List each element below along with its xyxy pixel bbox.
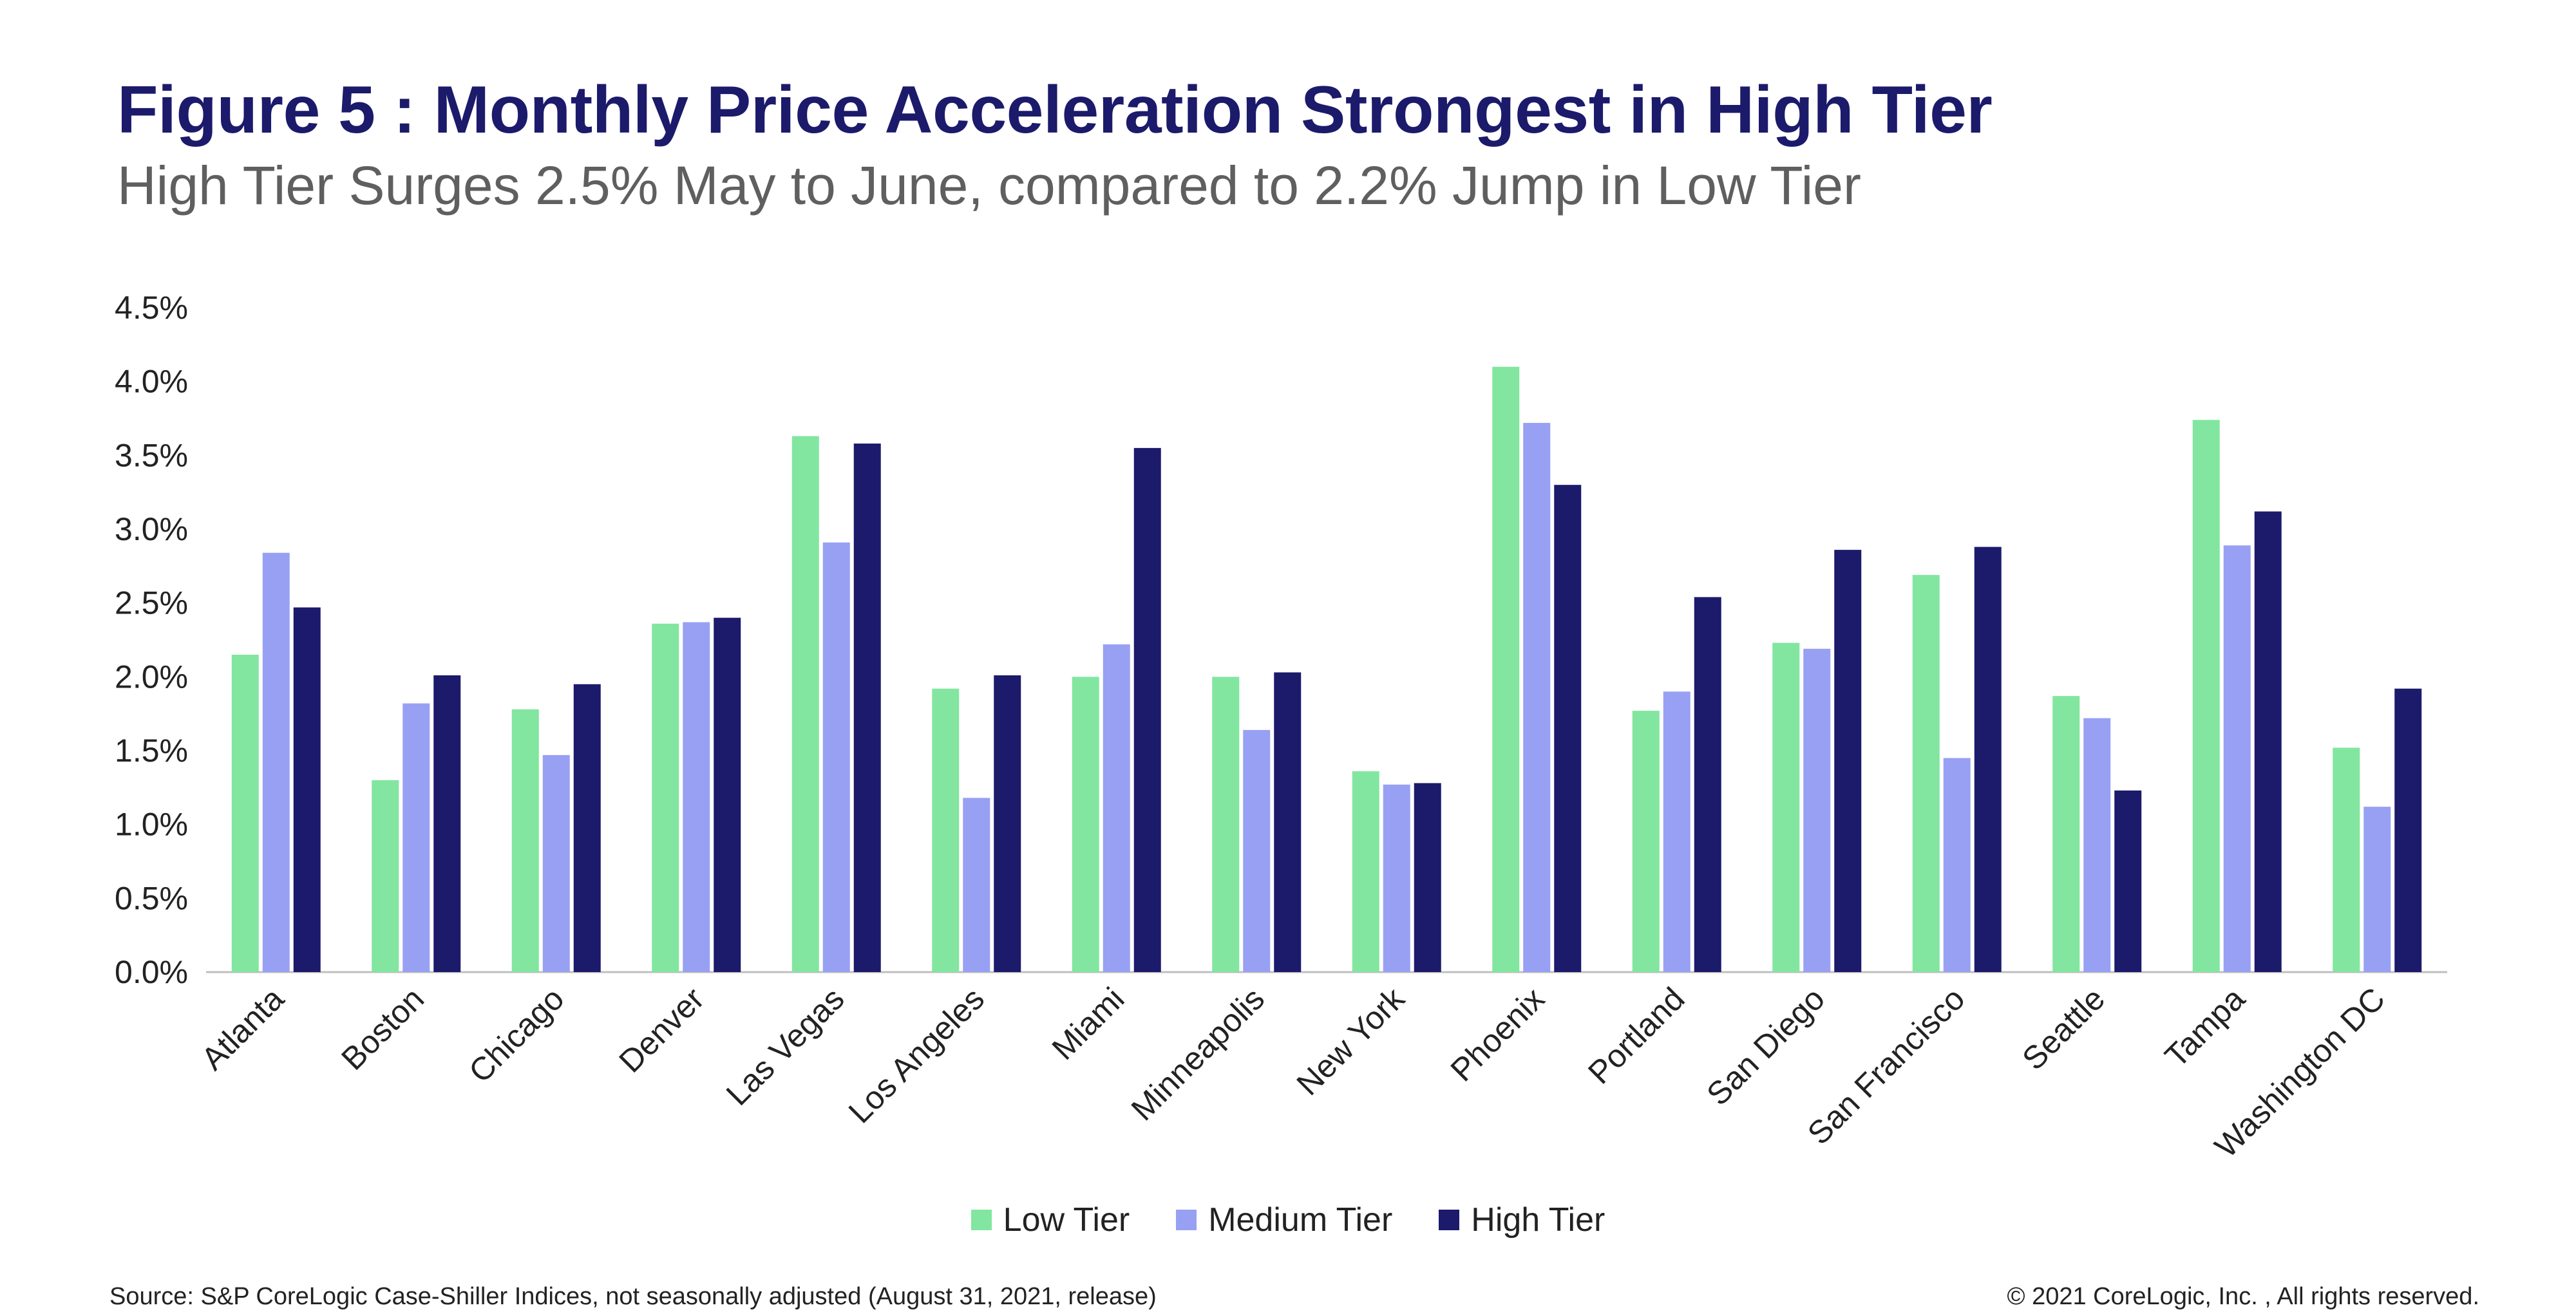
y-tick-label: 2.0% (115, 659, 188, 695)
bar-low-tier-seattle (2052, 696, 2080, 972)
x-tick-label: Chicago (462, 980, 571, 1089)
bar-medium-tier-boston (402, 703, 430, 972)
bar-low-tier-san-francisco (1912, 575, 1940, 972)
x-tick-label: Seattle (2015, 980, 2112, 1077)
legend-label-medium-tier: Medium Tier (1208, 1201, 1393, 1239)
bar-low-tier-new-york (1352, 771, 1379, 972)
x-tick-label: Boston (334, 980, 431, 1077)
bar-high-tier-minneapolis (1274, 672, 1302, 972)
bar-low-tier-washington-dc (2333, 747, 2360, 972)
bar-low-tier-chicago (511, 709, 539, 972)
bar-medium-tier-las-vegas (822, 542, 850, 972)
bar-high-tier-san-francisco (1974, 547, 2002, 972)
copyright-note: © 2021 CoreLogic, Inc. , All rights rese… (2007, 1283, 2479, 1310)
bar-medium-tier-los-angeles (963, 798, 990, 972)
bar-high-tier-los-angeles (994, 675, 1021, 972)
bar-high-tier-portland (1694, 597, 1721, 972)
bar-medium-tier-tampa (2223, 545, 2251, 972)
legend-swatch-high-tier (1439, 1210, 1460, 1230)
legend-item-low-tier: Low Tier (971, 1201, 1130, 1239)
bar-high-tier-washington-dc (2394, 688, 2422, 972)
bar-low-tier-phoenix (1492, 366, 1520, 972)
x-tick-label: San Diego (1700, 980, 1832, 1112)
bar-medium-tier-washington-dc (2363, 807, 2391, 972)
source-note: Source: S&P CoreLogic Case-Shiller Indic… (109, 1283, 1157, 1310)
legend-label-low-tier: Low Tier (1003, 1201, 1130, 1239)
bar-medium-tier-san-diego (1803, 648, 1831, 972)
y-tick-label: 3.0% (115, 511, 188, 547)
bar-low-tier-portland (1632, 711, 1660, 972)
y-tick-label: 1.5% (115, 733, 188, 769)
bar-high-tier-las-vegas (853, 443, 881, 972)
bar-medium-tier-phoenix (1523, 422, 1551, 972)
x-tick-label: Los Angeles (842, 980, 991, 1130)
bar-low-tier-atlanta (231, 654, 259, 972)
bar-high-tier-chicago (573, 684, 601, 972)
x-tick-label: Las Vegas (719, 980, 851, 1112)
legend-item-high-tier: High Tier (1439, 1201, 1605, 1239)
x-tick-label: Portland (1581, 980, 1691, 1091)
y-tick-label: 2.5% (115, 585, 188, 621)
legend-item-medium-tier: Medium Tier (1176, 1201, 1392, 1239)
bar-medium-tier-miami (1103, 644, 1130, 972)
bar-low-tier-miami (1072, 677, 1099, 972)
bar-high-tier-miami (1133, 447, 1161, 972)
x-tick-label: Miami (1045, 980, 1132, 1067)
legend: Low Tier Medium Tier High Tier (0, 1201, 2576, 1239)
bar-low-tier-minneapolis (1212, 677, 1240, 972)
chart-subtitle: High Tier Surges 2.5% May to June, compa… (117, 155, 1861, 216)
bar-medium-tier-portland (1663, 691, 1690, 972)
legend-label-high-tier: High Tier (1471, 1201, 1605, 1239)
y-tick-label: 1.0% (115, 807, 188, 843)
bar-high-tier-denver (714, 617, 741, 972)
x-tick-label: Minneapolis (1124, 980, 1271, 1127)
legend-swatch-low-tier (971, 1210, 992, 1230)
legend-swatch-medium-tier (1176, 1210, 1197, 1230)
bar-low-tier-san-diego (1772, 642, 1800, 972)
y-tick-label: 3.5% (115, 437, 188, 473)
bar-low-tier-denver (652, 623, 679, 972)
bar-high-tier-new-york (1414, 783, 1441, 972)
bar-chart: 0.0% 0.5% 1.0% 1.5% 2.0% 2.5% 3.0% 3.5% 4.0% 4.5%… (115, 290, 2447, 1165)
bar-low-tier-boston (372, 780, 399, 972)
bar-low-tier-los-angeles (932, 688, 960, 972)
bar-high-tier-boston (433, 675, 461, 972)
bar-high-tier-tampa (2254, 511, 2282, 972)
x-tick-label: Denver (612, 980, 711, 1080)
y-tick-label: 0.5% (115, 880, 188, 916)
x-tick-label: New York (1290, 980, 1412, 1102)
bar-high-tier-atlanta (293, 607, 321, 972)
bar-medium-tier-new-york (1383, 784, 1410, 972)
bar-medium-tier-denver (683, 622, 710, 972)
bar-medium-tier-minneapolis (1243, 729, 1271, 972)
x-tick-label: Phoenix (1444, 980, 1551, 1088)
chart-title: Figure 5 : Monthly Price Acceleration St… (117, 73, 1993, 147)
y-tick-label: 4.0% (115, 364, 188, 400)
bar-low-tier-tampa (2192, 420, 2220, 972)
bar-medium-tier-chicago (542, 754, 570, 972)
bar-medium-tier-atlanta (262, 552, 290, 972)
bar-high-tier-san-diego (1834, 550, 1862, 972)
bar-low-tier-las-vegas (791, 436, 819, 972)
bar-medium-tier-seattle (2083, 718, 2111, 972)
y-tick-label: 0.0% (115, 954, 188, 990)
bar-high-tier-seattle (2114, 790, 2142, 972)
y-tick-label: 4.5% (115, 290, 188, 326)
bar-high-tier-phoenix (1554, 485, 1582, 972)
bar-medium-tier-san-francisco (1943, 758, 1971, 972)
x-tick-label: Atlanta (194, 980, 291, 1077)
x-tick-label: Tampa (2158, 980, 2252, 1074)
